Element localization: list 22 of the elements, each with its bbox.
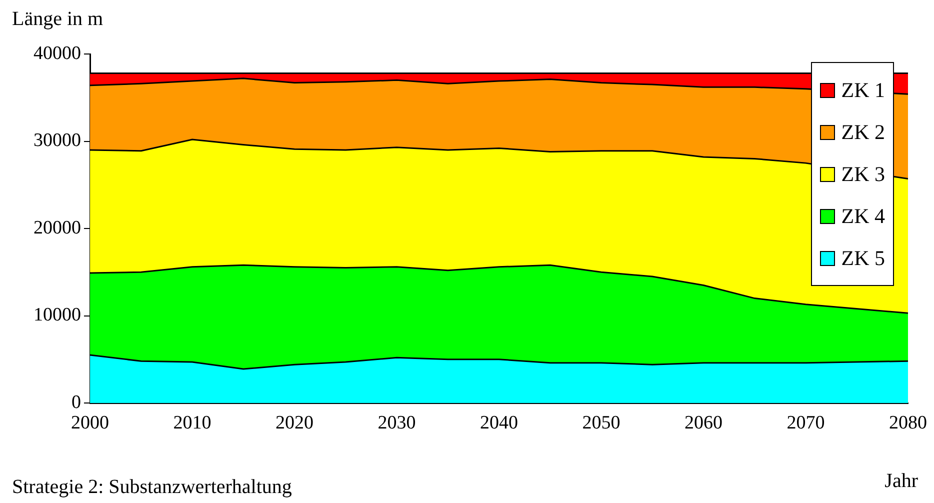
x-tick-label: 2010	[173, 412, 212, 434]
legend-label: ZK 1	[841, 78, 885, 102]
text: Strategie 2: Substanzwerterhaltung	[12, 476, 292, 499]
x-tick-label: 2070	[786, 412, 825, 434]
y-tick-label: 20000	[34, 217, 81, 238]
legend-label: ZK 5	[841, 246, 885, 270]
y-tick-label: 10000	[34, 304, 81, 326]
y-tick-label: 40000	[34, 42, 81, 64]
x-tick-label: 2020	[276, 412, 314, 434]
legend-label: ZK 4	[841, 204, 885, 228]
legend-label: ZK 3	[841, 162, 885, 186]
x-tick-label: 2080	[889, 412, 927, 434]
legend-label: ZK 2	[841, 120, 885, 144]
x-tick-label: 2000	[71, 412, 109, 434]
y-axis-title: Länge in m	[12, 8, 104, 31]
x-axis-title: Jahr	[884, 470, 918, 493]
x-tick-label: 2030	[378, 412, 416, 434]
y-tick-label: 0	[72, 392, 81, 413]
x-tick-label: 2050	[582, 412, 620, 434]
x-tick-label: 2060	[684, 412, 722, 434]
x-tick-label: 2040	[480, 412, 518, 434]
y-tick-label: 30000	[34, 130, 81, 152]
